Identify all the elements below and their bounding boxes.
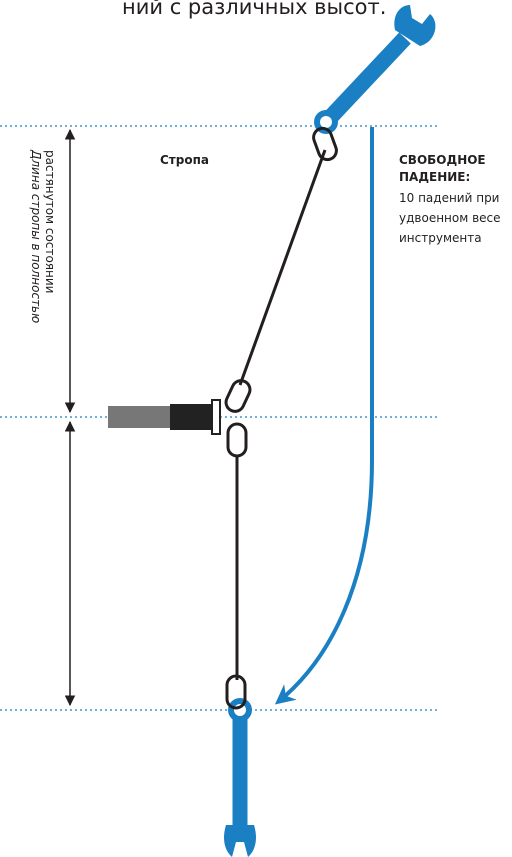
fall-path — [274, 127, 374, 705]
free-fall-title: СВОБОДНОЕ — [399, 153, 486, 167]
lanyard-label: Стропа — [160, 153, 209, 167]
length-label: Длина стропы в полностью растянутом сост… — [29, 149, 57, 323]
free-fall-title: ПАДЕНИЕ: — [399, 170, 470, 184]
length-line: растянутом состоянии — [43, 150, 57, 293]
strap — [108, 399, 221, 435]
carabiner — [224, 379, 252, 413]
free-fall-text: удвоенном весе — [399, 211, 501, 225]
lanyard-line — [238, 149, 327, 386]
free-fall-text: инструмента — [399, 231, 482, 245]
carabiner — [312, 126, 338, 162]
carabiner — [226, 422, 248, 458]
header-text: ний с различных высот. — [122, 0, 386, 19]
free-fall-text: 10 падений при — [399, 191, 499, 205]
wrench-top — [314, 5, 436, 134]
carabiner — [225, 674, 247, 710]
wrench-bottom — [224, 698, 256, 857]
length-line: Длина стропы в полностью — [29, 149, 43, 323]
